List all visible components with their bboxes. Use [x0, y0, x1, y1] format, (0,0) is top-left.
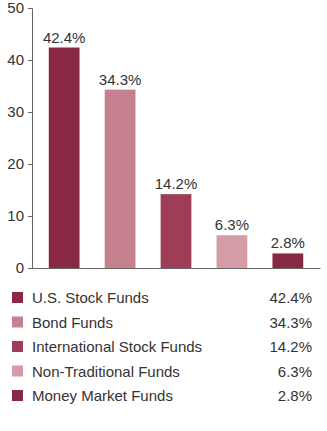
y-tick-label: 10 [7, 207, 24, 224]
y-tick: 10 [7, 207, 32, 224]
y-axis-line [28, 9, 33, 269]
legend-label: U.S. Stock Funds [32, 289, 149, 306]
x-axis [33, 268, 321, 269]
legend-value: 2.8% [278, 387, 312, 404]
legend-swatch [12, 292, 23, 303]
bar [272, 253, 303, 268]
data-label: 14.2% [155, 175, 198, 192]
legend-swatch [12, 341, 23, 352]
data-label: 42.4% [43, 29, 86, 46]
x-axis-line [33, 268, 321, 269]
legend-item: Non-Traditional Funds 6.3% [12, 363, 312, 380]
bar [161, 194, 192, 268]
y-tick-mark [28, 216, 32, 217]
y-tick-mark [28, 60, 32, 61]
legend-item: Money Market Funds 2.8% [12, 387, 312, 404]
chart: 0102030405042.4%34.3%14.2%6.3%2.8%U.S. S… [0, 0, 327, 431]
data-label: 6.3% [215, 216, 249, 233]
legend-value: 6.3% [278, 363, 312, 380]
legend: U.S. Stock Funds 42.4% Bond Funds 34.3% Inte… [12, 289, 312, 404]
bar [217, 235, 248, 268]
data-labels: 42.4% 34.3% 14.2% 6.3% 2.8% [43, 29, 305, 252]
y-tick-label: 50 [7, 0, 24, 16]
bar [49, 48, 80, 268]
y-tick-mark [28, 112, 32, 113]
legend-item: International Stock Funds 14.2% [12, 338, 312, 355]
legend-value: 42.4% [269, 289, 312, 306]
y-tick-label: 40 [7, 51, 24, 68]
legend-swatch [12, 317, 23, 328]
legend-label: International Stock Funds [32, 338, 202, 355]
y-tick: 50 [7, 0, 32, 16]
data-label: 34.3% [99, 71, 142, 88]
legend-label: Bond Funds [32, 314, 113, 331]
y-tick-mark [28, 268, 32, 269]
y-tick-mark [28, 8, 32, 9]
y-axis: 0 10 20 30 40 50 [7, 0, 32, 276]
legend-item: Bond Funds 34.3% [12, 314, 312, 331]
legend-label: Non-Traditional Funds [32, 363, 180, 380]
data-label: 2.8% [271, 234, 305, 251]
y-tick: 30 [7, 103, 32, 120]
y-tick: 20 [7, 155, 32, 172]
legend-value: 34.3% [269, 314, 312, 331]
legend-value: 14.2% [269, 338, 312, 355]
legend-label: Money Market Funds [32, 387, 173, 404]
legend-item: U.S. Stock Funds 42.4% [12, 289, 312, 306]
y-tick-label: 30 [7, 103, 24, 120]
y-tick-label: 20 [7, 155, 24, 172]
legend-swatch [12, 390, 23, 401]
y-tick: 0 [16, 259, 32, 276]
y-tick-label: 0 [16, 259, 24, 276]
y-tick-mark [28, 164, 32, 165]
bar [105, 90, 136, 268]
y-tick: 40 [7, 51, 32, 68]
bars [49, 48, 303, 268]
legend-swatch [12, 366, 23, 377]
